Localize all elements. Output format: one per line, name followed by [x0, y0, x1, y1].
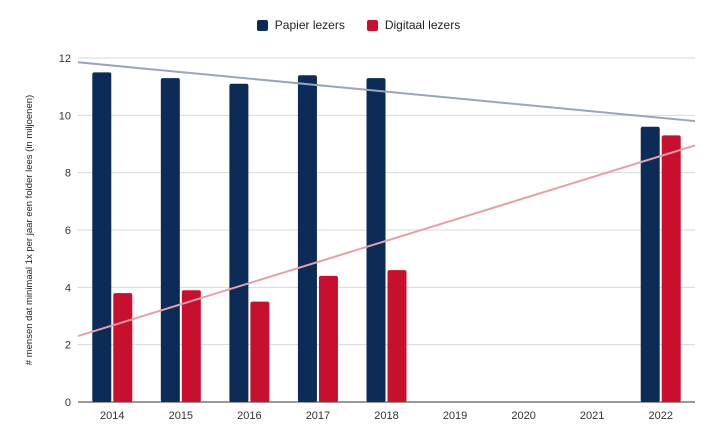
bar-papier-lezers	[160, 78, 180, 403]
bar-papier-lezers	[366, 78, 386, 403]
bar-digitaal-lezers	[181, 290, 201, 402]
x-tick-label: 2017	[306, 410, 330, 422]
bar-digitaal-lezers	[318, 275, 338, 402]
x-tick-label: 2019	[443, 410, 467, 422]
legend-item-papier: Papier lezers	[256, 18, 345, 32]
y-tick-label: 4	[65, 282, 71, 294]
legend: Papier lezers Digitaal lezers	[0, 18, 717, 32]
x-tick-label: 2014	[100, 410, 124, 422]
legend-swatch-papier	[256, 19, 268, 31]
legend-swatch-digitaal	[366, 19, 378, 31]
x-tick-label: 2020	[511, 410, 535, 422]
bar-digitaal-lezers	[250, 301, 270, 402]
y-tick-label: 12	[59, 53, 71, 65]
x-tick-label: 2018	[374, 410, 398, 422]
y-tick-label: 2	[65, 340, 71, 352]
bar-digitaal-lezers	[661, 135, 681, 402]
bar-digitaal-lezers	[113, 293, 133, 402]
trendline	[77, 144, 696, 338]
bar-papier-lezers	[92, 72, 112, 402]
y-axis-title: # mensen dat minimaal 1x per jaar een fo…	[24, 95, 35, 365]
bar-papier-lezers	[297, 75, 317, 402]
x-tick-label: 2022	[648, 410, 672, 422]
legend-item-digitaal: Digitaal lezers	[366, 18, 461, 32]
x-tick-label: 2016	[237, 410, 261, 422]
trendline	[77, 61, 696, 123]
y-tick-label: 10	[59, 110, 71, 122]
y-tick-label: 8	[65, 168, 71, 180]
x-tick-label: 2021	[580, 410, 604, 422]
legend-label-papier: Papier lezers	[274, 18, 345, 32]
bar-papier-lezers	[640, 126, 660, 403]
legend-label-digitaal: Digitaal lezers	[384, 18, 461, 32]
y-tick-label: 0	[65, 397, 71, 409]
y-tick-label: 6	[65, 225, 71, 237]
bar-digitaal-lezers	[387, 270, 407, 402]
bar-papier-lezers	[229, 83, 249, 403]
x-tick-label: 2015	[169, 410, 193, 422]
